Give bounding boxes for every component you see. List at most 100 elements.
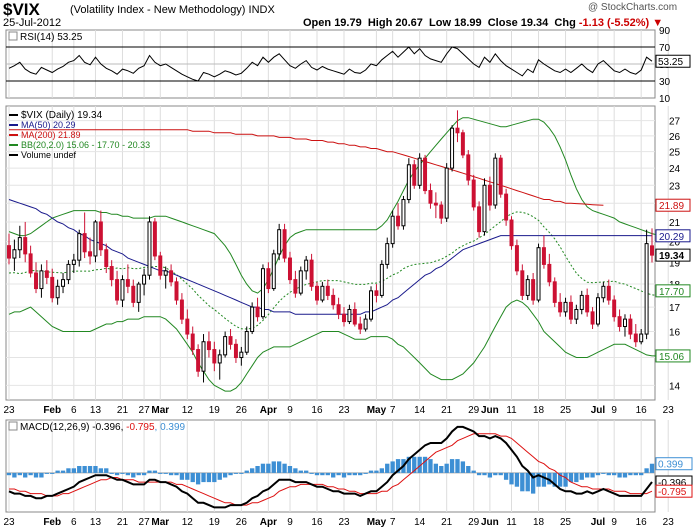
macd-legend-signal: -0.795 [126,422,155,433]
candle-body [428,190,433,204]
x-axis-tick-label: Mar [151,517,169,528]
chg-label: Chg [554,17,576,29]
macd-histogram-bar [455,459,460,473]
price-panel-frame [5,105,656,401]
macd-histogram-bar [336,472,341,476]
macd-histogram-bar [449,459,455,473]
candle-body [363,318,368,330]
macd-histogram-bar [379,468,384,473]
ohlc-summary: Open 19.79 High 20.67 Low 18.99 Close 19… [303,17,663,29]
macd-histogram-bar [195,472,201,485]
candle-body [585,294,590,313]
rsi-legend-box [8,31,18,41]
macd-histogram-bar [255,466,260,473]
low-value: 18.99 [454,17,482,29]
candle-body [541,247,546,265]
open-label: Open [303,17,332,29]
macd-histogram-bar [412,456,417,473]
candle-body [439,204,444,219]
macd-histogram-bar [417,456,422,473]
x-axis-tick-label: 11 [506,517,517,528]
macd-panel-frame [5,419,656,513]
candle-body [185,318,190,335]
rsi-line [8,46,653,82]
macd-histogram-bar [6,472,12,476]
macd-histogram-bar [206,472,212,483]
candle-body [552,281,557,303]
macd-value-label: 0.399 [658,460,683,471]
candle-body [509,219,514,247]
candle-body [201,341,206,372]
macd-histogram-bar [120,472,125,474]
macd-histogram-bar [363,472,368,474]
price-value-tag [655,248,691,262]
candle-body [385,243,390,265]
candle-body [471,179,476,208]
macd-histogram-bar [158,472,163,474]
legend-entry-bb: BB(20,2.0) 15.06 - 17.70 - 20.33 [21,140,150,150]
macd-legend-box [8,421,18,431]
candle-body [558,301,563,313]
candle-body [460,132,465,156]
x-axis-tick-label: 16 [636,405,648,416]
macd-histogram-bar [266,463,271,473]
candle-body [120,279,125,301]
candle-body [325,285,330,296]
macd-histogram-bar [212,472,217,483]
candle-body [66,263,71,281]
macd-histogram-bar [649,463,655,473]
x-axis-tick-label: 16 [311,517,323,528]
candle-body [98,221,103,251]
low-label: Low [429,17,452,29]
candle-body [61,279,66,287]
candle-body [7,245,11,259]
rsi-value-label: 53.25 [658,57,683,68]
x-axis-tick-label: 27 [139,405,151,416]
candle-body [369,290,374,320]
macd-histogram-bar [163,472,168,474]
macd-histogram-bar [309,472,314,474]
x-axis-tick-label: 23 [3,517,15,528]
macd-legend: MACD(12,26,9) -0.396, -0.795, 0.399 [20,422,186,433]
macd-histogram-bar [606,472,611,476]
candle-body [525,279,530,296]
macd-histogram-bar [628,472,633,476]
candle-body [163,270,168,276]
candle-body [514,245,519,272]
macd-histogram-bar [71,468,77,473]
candle-body [563,301,568,313]
macd-histogram-bar [498,472,503,476]
x-axis-tick-label: 23 [338,405,350,416]
x-axis-tick-label: Apr [260,405,277,416]
candle-body [574,308,579,320]
candle-body [250,306,255,333]
x-axis-tick-label: Feb [43,517,61,528]
macd-value-label: -0.795 [658,487,687,498]
x-axis-tick-label: 21 [117,405,129,416]
x-axis-tick-label: 29 [468,405,480,416]
x-axis-tick-label: 14 [414,517,426,528]
rsi-legend: RSI(14) 53.25 [20,32,83,43]
x-axis-tick-label: 21 [441,405,453,416]
candle-body [287,257,292,281]
x-axis-tick-label: Jun [481,517,499,528]
macd-histogram-bar [125,472,131,476]
candle-body [169,270,174,283]
candle-body [477,206,482,233]
macd-histogram-bar [147,470,152,473]
x-axis-tick-label: 16 [311,405,323,416]
macd-value-tag [655,457,693,471]
x-axis-tick-label: 27 [139,517,151,528]
x-axis-tick-label: 23 [663,405,675,416]
macd-histogram-bar [574,472,579,483]
macd-histogram-bar [82,466,87,473]
macd-histogram-bar [325,472,330,476]
macd-histogram-bar [201,472,206,483]
macd-histogram-bar [639,472,644,476]
symbol-title: $VIX [3,0,40,19]
macd-legend-macd: MACD(12,26,9) -0.396, [20,422,126,433]
candle-body [331,294,336,306]
price-value-label: 19.34 [659,251,684,262]
macd-histogram-bar [93,466,98,473]
